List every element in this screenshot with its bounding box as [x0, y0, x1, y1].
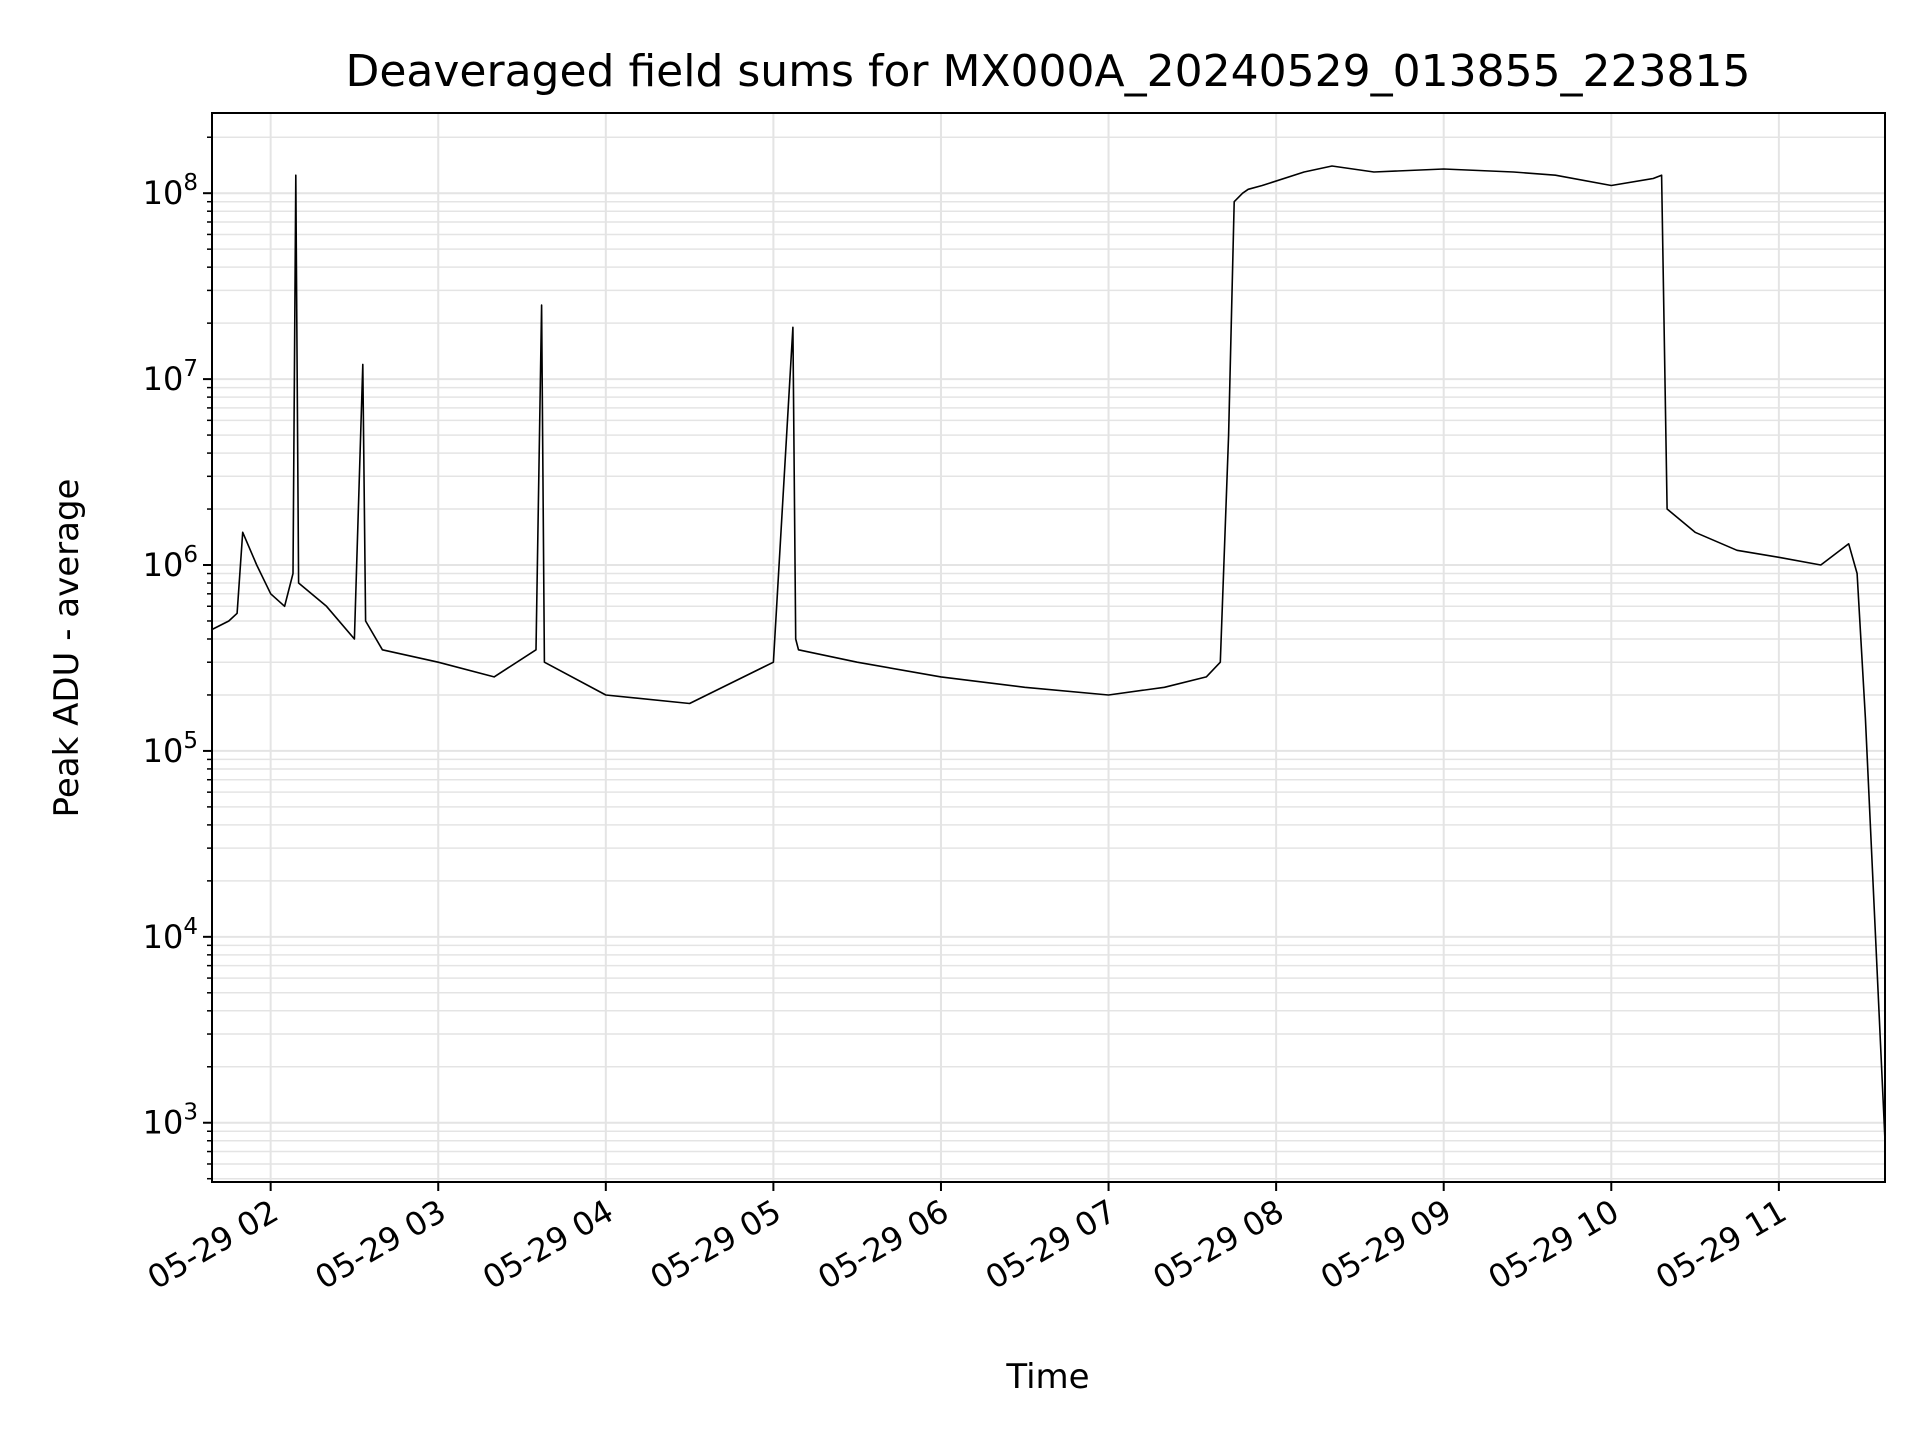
y-tick-label: 108 — [143, 170, 198, 212]
x-tick-label: 05-29 06 — [811, 1192, 955, 1297]
x-tick-label: 05-29 11 — [1649, 1192, 1793, 1297]
y-tick-label: 106 — [143, 542, 198, 584]
x-tick-label: 05-29 04 — [476, 1192, 620, 1297]
x-tick-label: 05-29 05 — [644, 1192, 788, 1297]
x-tick-label: 05-29 02 — [141, 1192, 285, 1297]
y-tick-label: 105 — [143, 728, 198, 770]
grid — [212, 113, 1885, 1182]
x-tick-label: 05-29 03 — [309, 1192, 453, 1297]
x-axis: 05-29 02 05-29 03 05-29 04 05-29 05 05-29 06… — [141, 1182, 1793, 1297]
data-line — [211, 165, 1886, 1141]
x-tick-label: 05-29 09 — [1314, 1192, 1458, 1297]
y-tick-label: 103 — [143, 1100, 198, 1142]
y-axis-label: Peak ADU - average — [47, 479, 87, 818]
x-axis-label: Time — [1005, 1357, 1089, 1397]
x-tick-label: 05-29 10 — [1482, 1192, 1626, 1297]
x-tick-label: 05-29 07 — [979, 1192, 1123, 1297]
series-line — [211, 165, 1886, 1141]
x-tick-label: 05-29 08 — [1147, 1192, 1291, 1297]
y-tick-label: 107 — [143, 356, 198, 398]
chart-title: Deaveraged field sums for MX000A_2024052… — [345, 46, 1750, 97]
y-axis: 103 104 105 106 107 108 — [143, 136, 212, 1180]
plot-frame — [211, 112, 1886, 1183]
y-tick-label: 104 — [143, 914, 198, 956]
